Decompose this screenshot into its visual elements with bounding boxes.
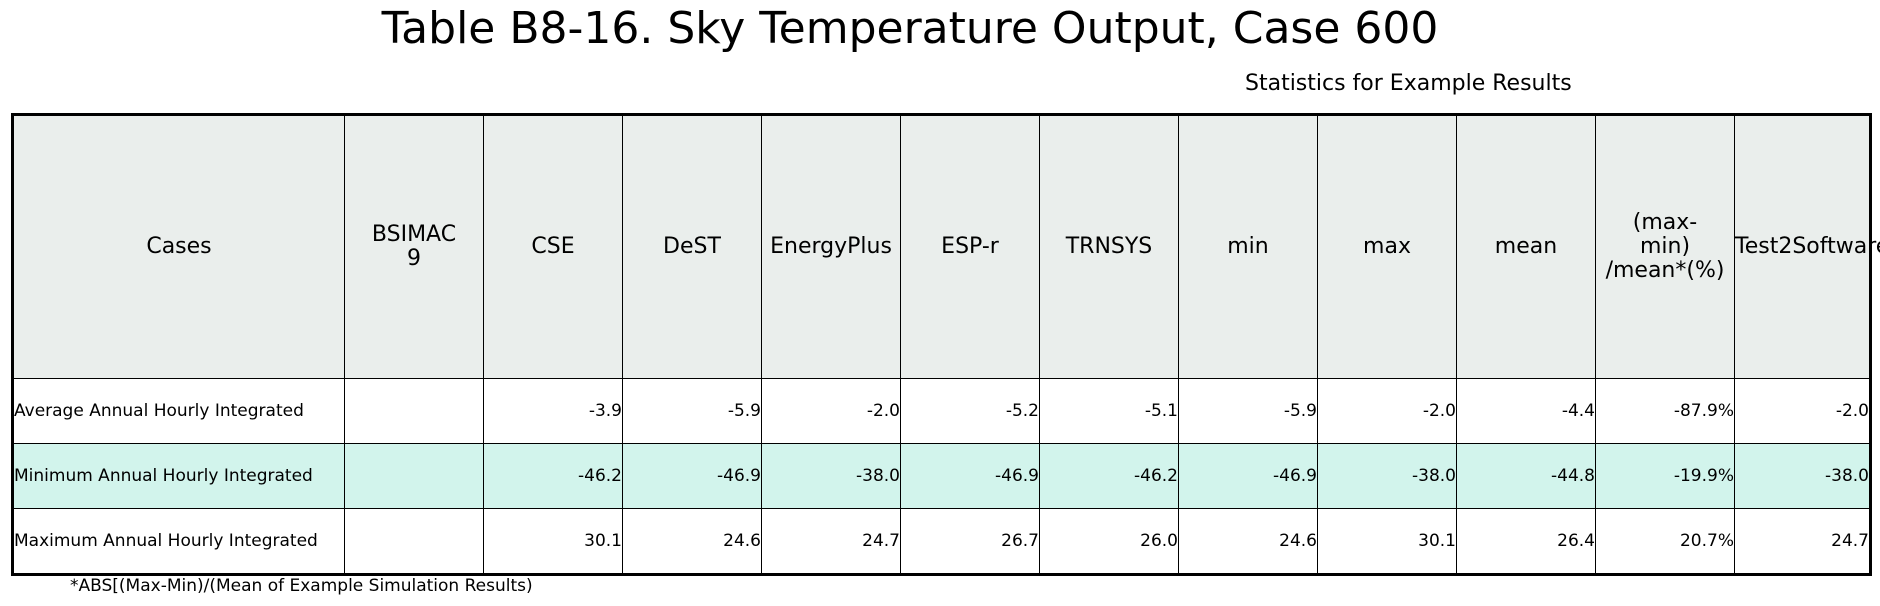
cell-cse: -3.9 (483, 378, 623, 444)
cell-min: 24.6 (1178, 508, 1318, 575)
cell-range-percent: -19.9% (1595, 443, 1735, 509)
header-trnsys: TRNSYS (1039, 114, 1179, 379)
cell-energyplus: 24.7 (761, 508, 901, 575)
cell-mean: 26.4 (1456, 508, 1596, 575)
cell-range-percent: -87.9% (1595, 378, 1735, 444)
header-cse: CSE (483, 114, 623, 379)
results-table: Cases BSIMAC 9 CSE DeST EnergyPlus ESP-r… (11, 113, 1880, 576)
row-label: Average Annual Hourly Integrated (12, 378, 345, 444)
table-row-maximum: Maximum Annual Hourly Integrated 30.1 24… (12, 508, 1871, 575)
cell-test2software: -2.0 (1734, 378, 1871, 444)
header-min: min (1178, 114, 1318, 379)
cell-trnsys: 26.0 (1039, 508, 1179, 575)
header-esp-r: ESP-r (900, 114, 1040, 379)
cell-min: -5.9 (1178, 378, 1318, 444)
cell-test2software: 24.7 (1734, 508, 1871, 575)
cell-energyplus: -2.0 (761, 378, 901, 444)
cell-dest: 24.6 (622, 508, 762, 575)
header-row: Cases BSIMAC 9 CSE DeST EnergyPlus ESP-r… (12, 114, 1880, 379)
cell-max: 30.1 (1317, 508, 1457, 575)
header-energyplus: EnergyPlus (761, 114, 901, 379)
header-cases: Cases (12, 114, 345, 379)
cell-bsimac9 (344, 378, 484, 444)
cell-esp-r: -46.9 (900, 443, 1040, 509)
cell-dest: -5.9 (622, 378, 762, 444)
row-label: Maximum Annual Hourly Integrated (12, 508, 345, 575)
cell-dest: -46.9 (622, 443, 762, 509)
header-dest: DeST (622, 114, 762, 379)
statistics-label: Statistics for Example Results (1245, 71, 1572, 96)
header-max: max (1317, 114, 1457, 379)
cell-test2software: -38.0 (1734, 443, 1871, 509)
cell-bsimac9 (344, 508, 484, 575)
cell-cse: 30.1 (483, 508, 623, 575)
cell-mean: -4.4 (1456, 378, 1596, 444)
cell-bsimac9 (344, 443, 484, 509)
cell-trnsys: -5.1 (1039, 378, 1179, 444)
row-label: Minimum Annual Hourly Integrated (12, 443, 345, 509)
cell-esp-r: -5.2 (900, 378, 1040, 444)
header-range-percent: (max- min) /mean*(%) (1595, 114, 1735, 379)
header-bsimac9: BSIMAC 9 (344, 114, 484, 379)
cell-min: -46.9 (1178, 443, 1318, 509)
header-mean: mean (1456, 114, 1596, 379)
table-row-average: Average Annual Hourly Integrated -3.9 -5… (12, 378, 1871, 444)
cell-mean: -44.8 (1456, 443, 1596, 509)
table-row-minimum: Minimum Annual Hourly Integrated -46.2 -… (12, 443, 1871, 509)
header-test2software: Test2Software (1734, 114, 1880, 379)
cell-cse: -46.2 (483, 443, 623, 509)
cell-max: -38.0 (1317, 443, 1457, 509)
footnote: *ABS[(Max-Min)/(Mean of Example Simulati… (70, 576, 533, 596)
cell-trnsys: -46.2 (1039, 443, 1179, 509)
cell-esp-r: 26.7 (900, 508, 1040, 575)
cell-range-percent: 20.7% (1595, 508, 1735, 575)
cell-max: -2.0 (1317, 378, 1457, 444)
page-title: Table B8-16. Sky Temperature Output, Cas… (381, 3, 1439, 54)
cell-energyplus: -38.0 (761, 443, 901, 509)
